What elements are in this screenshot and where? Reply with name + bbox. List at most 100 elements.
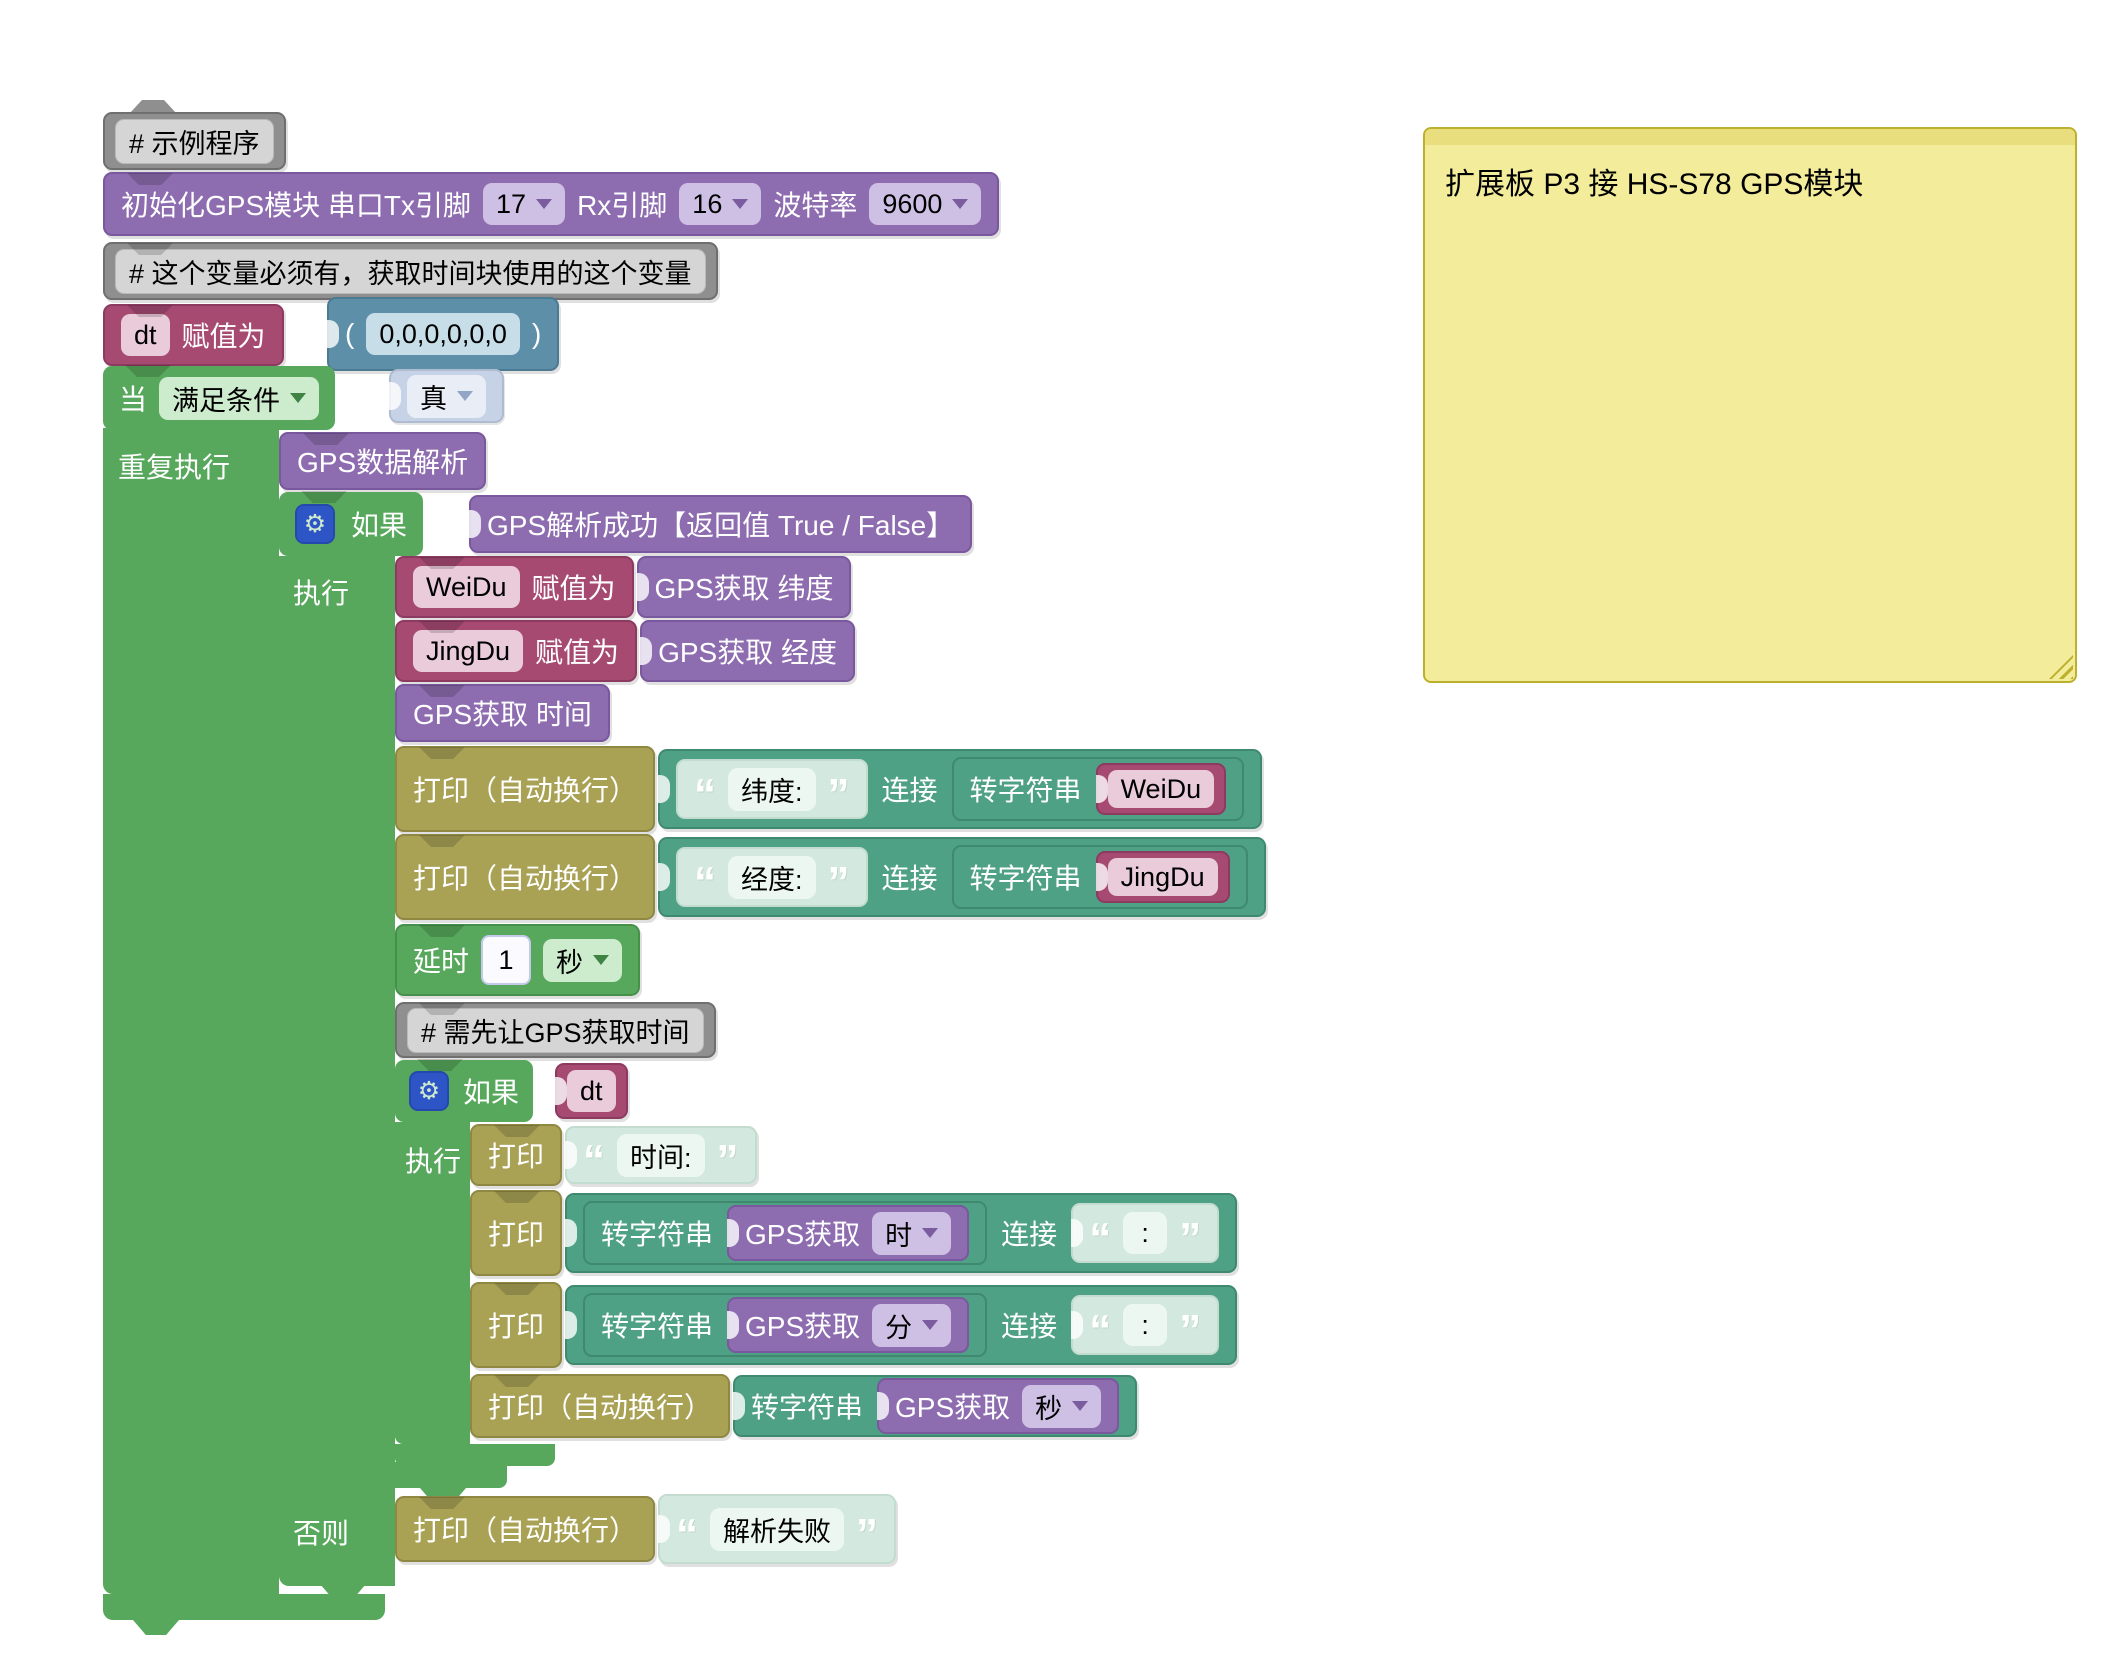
join-block[interactable]: 转字符串 GPS获取 分 连接 “ : ” xyxy=(565,1285,1238,1365)
comment-text[interactable]: # 需先让GPS获取时间 xyxy=(407,1007,704,1053)
if-outer-spine[interactable] xyxy=(279,556,395,1586)
statement-row-print-timelabel: 打印 “ 时间: ” xyxy=(470,1124,757,1186)
mutator-gear-icon[interactable]: ⚙ xyxy=(409,1071,449,1111)
string-field[interactable]: 时间: xyxy=(617,1133,705,1177)
hour-dropdown[interactable]: 时 xyxy=(872,1211,952,1255)
tostring-block[interactable]: 转字符串 GPS获取 分 xyxy=(583,1293,988,1357)
string-field[interactable]: : xyxy=(1123,1304,1168,1346)
gps-get-label: GPS获取 xyxy=(745,1219,861,1250)
when-bottom-tab xyxy=(133,1620,179,1635)
rx-pin-dropdown[interactable]: 16 xyxy=(679,183,762,225)
note-text[interactable]: 扩展板 P3 接 HS-S78 GPS模块 xyxy=(1445,168,1864,201)
comment-text[interactable]: # 示例程序 xyxy=(115,118,274,164)
weidu-assign-block[interactable]: WeiDu 赋值为 xyxy=(395,556,634,618)
string-field[interactable]: 纬度: xyxy=(728,767,816,811)
print-block[interactable]: 打印 xyxy=(470,1282,563,1368)
gps-get-sec-block[interactable]: GPS获取 秒 xyxy=(877,1378,1120,1434)
string-field[interactable]: : xyxy=(1123,1212,1168,1254)
comment-block-variable[interactable]: # 这个变量必须有，获取时间块使用的这个变量 xyxy=(103,242,718,300)
tostring-block[interactable]: 转字符串 JingDu xyxy=(951,845,1248,909)
gps-get-time-block[interactable]: GPS获取 时间 xyxy=(395,684,610,742)
join-block[interactable]: “ 纬度: ” 连接 转字符串 WeiDu xyxy=(658,749,1263,829)
println-block[interactable]: 打印（自动换行） xyxy=(395,834,656,920)
statement-row-print-lon: 打印（自动换行） “ 经度: ” 连接 转字符串 JingDu xyxy=(395,834,1266,920)
logic-true-block[interactable]: 真 xyxy=(389,369,504,423)
if-dt-header[interactable]: ⚙ 如果 xyxy=(395,1060,534,1122)
note-resize-handle[interactable] xyxy=(2049,655,2073,679)
println-block[interactable]: 打印（自动换行） xyxy=(395,746,656,832)
var-dt-block[interactable]: dt xyxy=(555,1063,628,1119)
tostring-block[interactable]: 转字符串 WeiDu xyxy=(951,757,1245,821)
tx-pin-dropdown[interactable]: 17 xyxy=(483,183,566,225)
string-block-colon[interactable]: “ : ” xyxy=(1071,1295,1220,1355)
note-header-strip xyxy=(1425,129,2075,145)
comment-text[interactable]: # 这个变量必须有，获取时间块使用的这个变量 xyxy=(115,248,706,294)
tostring-label: 转字符串 xyxy=(751,1392,864,1423)
string-block-lon[interactable]: “ 经度: ” xyxy=(676,847,868,907)
variable-field-jingdu[interactable]: JingDu xyxy=(1107,858,1218,896)
println-block[interactable]: 打印（自动换行） xyxy=(395,1496,656,1562)
when-block-spine[interactable] xyxy=(103,428,279,1594)
open-quote-icon: “ xyxy=(694,858,717,907)
gps-parse-ok-block[interactable]: GPS解析成功【返回值 True / False】 xyxy=(469,495,973,553)
delay-value-field[interactable]: 1 xyxy=(481,935,532,985)
gps-init-block[interactable]: 初始化GPS模块 串口Tx引脚 17 Rx引脚 16 波特率 9600 xyxy=(103,172,1000,236)
tuple-value-block[interactable]: ( 0,0,0,0,0,0 ) xyxy=(327,297,560,371)
delay-unit-dropdown[interactable]: 秒 xyxy=(543,938,623,982)
sec-dropdown[interactable]: 秒 xyxy=(1022,1384,1102,1428)
dropdown-arrow-icon xyxy=(732,199,749,209)
baud-dropdown[interactable]: 9600 xyxy=(869,183,982,225)
variable-field-weidu[interactable]: WeiDu xyxy=(1107,770,1215,808)
tostring-block[interactable]: 转字符串 GPS获取 秒 xyxy=(733,1375,1138,1437)
string-field[interactable]: 解析失败 xyxy=(710,1507,845,1551)
string-block-time[interactable]: “ 时间: ” xyxy=(565,1126,757,1184)
dropdown-arrow-icon xyxy=(952,199,969,209)
join-label: 连接 xyxy=(1001,1311,1058,1342)
var-weidu-block[interactable]: WeiDu xyxy=(1095,763,1227,815)
println-block[interactable]: 打印（自动换行） xyxy=(470,1374,731,1438)
dropdown-arrow-icon xyxy=(922,1228,939,1238)
variable-field-weidu[interactable]: WeiDu xyxy=(413,566,520,608)
string-block-colon[interactable]: “ : ” xyxy=(1071,1203,1220,1263)
tostring-block[interactable]: 转字符串 GPS获取 时 xyxy=(583,1201,988,1265)
join-label: 连接 xyxy=(881,863,938,894)
dropdown-arrow-icon xyxy=(457,391,473,401)
variable-field-dt[interactable]: dt xyxy=(567,1070,616,1112)
if-dt-spine[interactable] xyxy=(395,1122,470,1444)
gps-get-min-block[interactable]: GPS获取 分 xyxy=(727,1297,970,1353)
gps-get-label: GPS获取 xyxy=(745,1311,861,1342)
workspace-comment-note[interactable]: 扩展板 P3 接 HS-S78 GPS模块 xyxy=(1423,127,2077,683)
tuple-value-field[interactable]: 0,0,0,0,0,0 xyxy=(366,313,520,355)
print-block[interactable]: 打印 xyxy=(470,1190,563,1276)
join-block[interactable]: 转字符串 GPS获取 时 连接 “ : ” xyxy=(565,1193,1238,1273)
do-label: 执行 xyxy=(293,578,350,609)
gps-get-hour-block[interactable]: GPS获取 时 xyxy=(727,1205,970,1261)
dropdown-arrow-icon xyxy=(593,955,610,965)
jingdu-assign-block[interactable]: JingDu 赋值为 xyxy=(395,620,638,682)
delay-block[interactable]: 延时 1 秒 xyxy=(395,924,641,996)
true-dropdown[interactable]: 真 xyxy=(407,374,486,418)
string-field[interactable]: 经度: xyxy=(728,855,816,899)
if-dt-bottom-bar[interactable] xyxy=(395,1444,555,1466)
print-label: 打印 xyxy=(488,1311,545,1342)
mutator-gear-icon[interactable]: ⚙ xyxy=(295,504,335,544)
dt-assign-block[interactable]: dt 赋值为 xyxy=(103,304,284,366)
string-block-fail[interactable]: “ 解析失败 ” xyxy=(658,1494,897,1564)
if-outer-header[interactable]: ⚙ 如果 xyxy=(279,492,424,556)
when-block-header[interactable]: 当 满足条件 xyxy=(103,366,336,430)
variable-field-dt[interactable]: dt xyxy=(121,314,170,356)
when-condition-dropdown[interactable]: 满足条件 xyxy=(159,376,320,420)
println-label: 打印（自动换行） xyxy=(488,1392,713,1423)
min-dropdown[interactable]: 分 xyxy=(872,1303,952,1347)
string-block-lat[interactable]: “ 纬度: ” xyxy=(676,759,868,819)
print-block[interactable]: 打印 xyxy=(470,1124,563,1186)
gps-get-lat-block[interactable]: GPS获取 纬度 xyxy=(636,556,852,618)
join-block[interactable]: “ 经度: ” 连接 转字符串 JingDu xyxy=(658,837,1266,917)
var-jingdu-block[interactable]: JingDu xyxy=(1095,851,1230,903)
comment-block-time[interactable]: # 需先让GPS获取时间 xyxy=(395,1002,716,1058)
variable-field-jingdu[interactable]: JingDu xyxy=(413,630,524,672)
comment-block-sample[interactable]: # 示例程序 xyxy=(103,112,286,170)
gps-parse-block[interactable]: GPS数据解析 xyxy=(279,432,487,490)
gps-get-label: GPS获取 xyxy=(895,1392,1011,1423)
gps-get-lon-block[interactable]: GPS获取 经度 xyxy=(640,620,855,682)
